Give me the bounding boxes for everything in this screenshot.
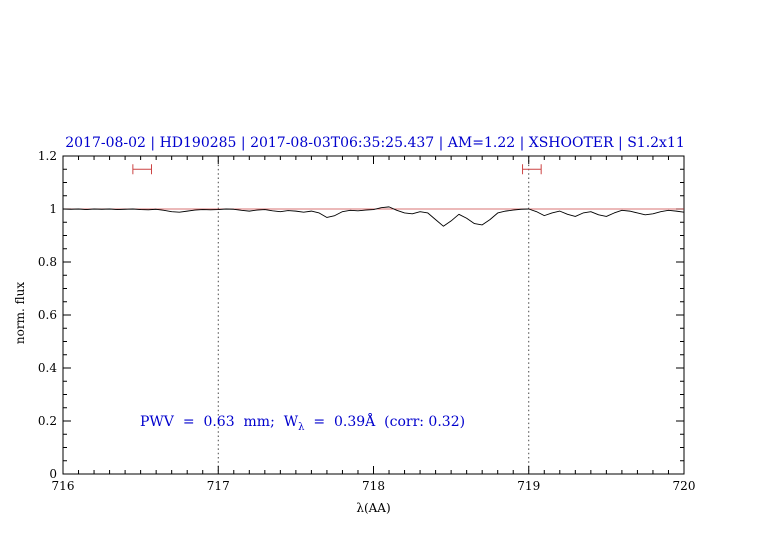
y-tick-label: 0.8 xyxy=(38,255,57,269)
x-tick-label: 716 xyxy=(52,479,75,493)
x-axis-label: λ(AA) xyxy=(356,501,391,515)
x-tick-label: 717 xyxy=(207,479,230,493)
y-tick-label: 0.6 xyxy=(38,308,57,322)
y-axis-label: norm. flux xyxy=(13,281,27,345)
x-tick-label: 719 xyxy=(517,479,540,493)
spectrum-line xyxy=(62,206,685,227)
y-tick-label: 1 xyxy=(49,202,57,216)
x-tick-label: 718 xyxy=(362,479,385,493)
y-tick-label: 0.4 xyxy=(38,361,57,375)
pwv-annotation: PWV = 0.63 mm; Wλ = 0.39Å (corr: 0.32) xyxy=(140,414,465,433)
y-tick-label: 1.2 xyxy=(38,149,57,163)
plot-title: 2017-08-02 | HD190285 | 2017-08-03T06:35… xyxy=(65,135,685,151)
pwv-annotation-suffix: = 0.39Å (corr: 0.32) xyxy=(304,414,466,430)
pwv-annotation-sub: λ xyxy=(298,421,305,433)
pwv-annotation-prefix: PWV = 0.63 mm; W xyxy=(140,414,299,430)
x-tick-label: 720 xyxy=(673,479,696,493)
y-tick-label: 0 xyxy=(49,467,57,481)
y-tick-label: 0.2 xyxy=(38,414,57,428)
